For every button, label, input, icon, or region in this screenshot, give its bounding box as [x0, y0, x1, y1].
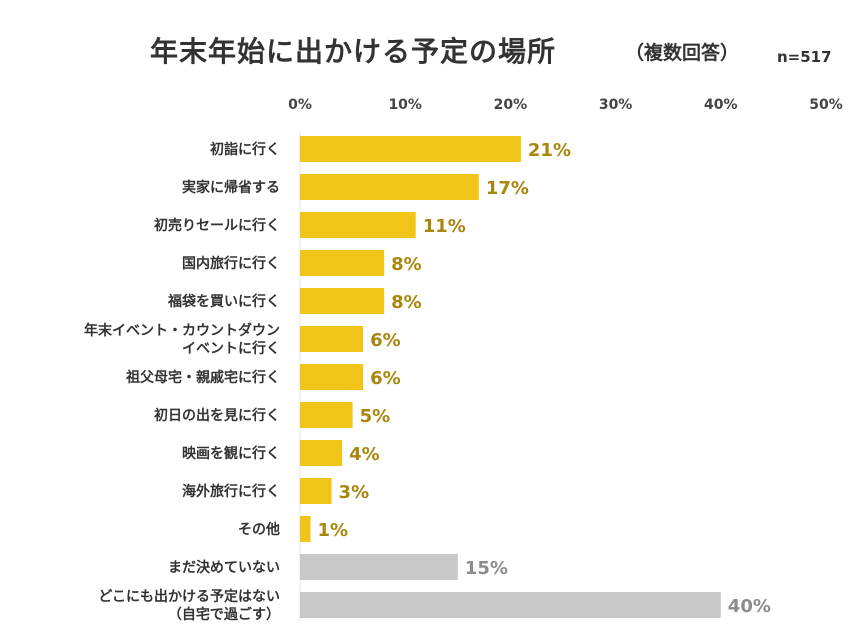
bar	[300, 554, 458, 580]
x-tick-label: 20%	[494, 97, 528, 113]
chart-title: 年末年始に出かける予定の場所	[150, 35, 557, 68]
bar	[300, 592, 721, 618]
category-label: 国内旅行に行く	[182, 255, 280, 272]
x-tick-label: 0%	[288, 97, 312, 113]
category-label: その他	[238, 521, 280, 538]
bar	[300, 250, 385, 276]
category-label: 年末イベント・カウントダウン	[84, 322, 280, 339]
x-tick-label: 10%	[388, 97, 422, 113]
data-label: 40%	[728, 596, 771, 617]
x-tick-label: 50%	[809, 97, 843, 113]
category-label: イベントに行く	[182, 340, 280, 357]
category-label: 初詣に行く	[210, 141, 280, 158]
data-label: 3%	[339, 482, 370, 503]
bar	[300, 174, 479, 200]
data-label: 6%	[370, 330, 401, 351]
category-label: どこにも出かける予定はない	[98, 588, 280, 605]
data-label: 6%	[370, 368, 401, 389]
chart-subtitle: （複数回答）	[625, 42, 740, 64]
category-label: 実家に帰省する	[182, 179, 280, 196]
bar	[300, 478, 332, 504]
category-label: 初日の出を見に行く	[154, 407, 280, 424]
category-label: 映画を観に行く	[182, 445, 280, 462]
bar	[300, 136, 521, 162]
data-label: 21%	[528, 140, 571, 161]
bar	[300, 288, 385, 314]
x-tick-label: 40%	[704, 97, 738, 113]
bar	[300, 440, 343, 466]
category-label: 初売りセールに行く	[154, 217, 280, 234]
x-tick-label: 30%	[599, 97, 633, 113]
data-label: 17%	[486, 178, 529, 199]
category-label: 福袋を買いに行く	[167, 293, 280, 310]
category-label: （自宅で過ごす）	[168, 606, 280, 623]
data-label: 11%	[423, 216, 466, 237]
bar	[300, 364, 364, 390]
bar	[300, 402, 353, 428]
data-label: 4%	[349, 444, 380, 465]
data-label: 1%	[318, 520, 349, 541]
category-label: 祖父母宅・親戚宅に行く	[125, 369, 280, 386]
bar	[300, 326, 364, 352]
data-label: 8%	[391, 292, 422, 313]
bar	[300, 212, 416, 238]
data-label: 15%	[465, 558, 508, 579]
sample-size: n=517	[777, 48, 832, 66]
bar	[300, 516, 311, 542]
category-label: まだ決めていない	[168, 559, 280, 576]
category-label: 海外旅行に行く	[182, 483, 280, 500]
data-label: 5%	[360, 406, 391, 427]
chart-header: 年末年始に出かける予定の場所 （複数回答） n=517	[0, 24, 853, 74]
data-label: 8%	[391, 254, 422, 275]
